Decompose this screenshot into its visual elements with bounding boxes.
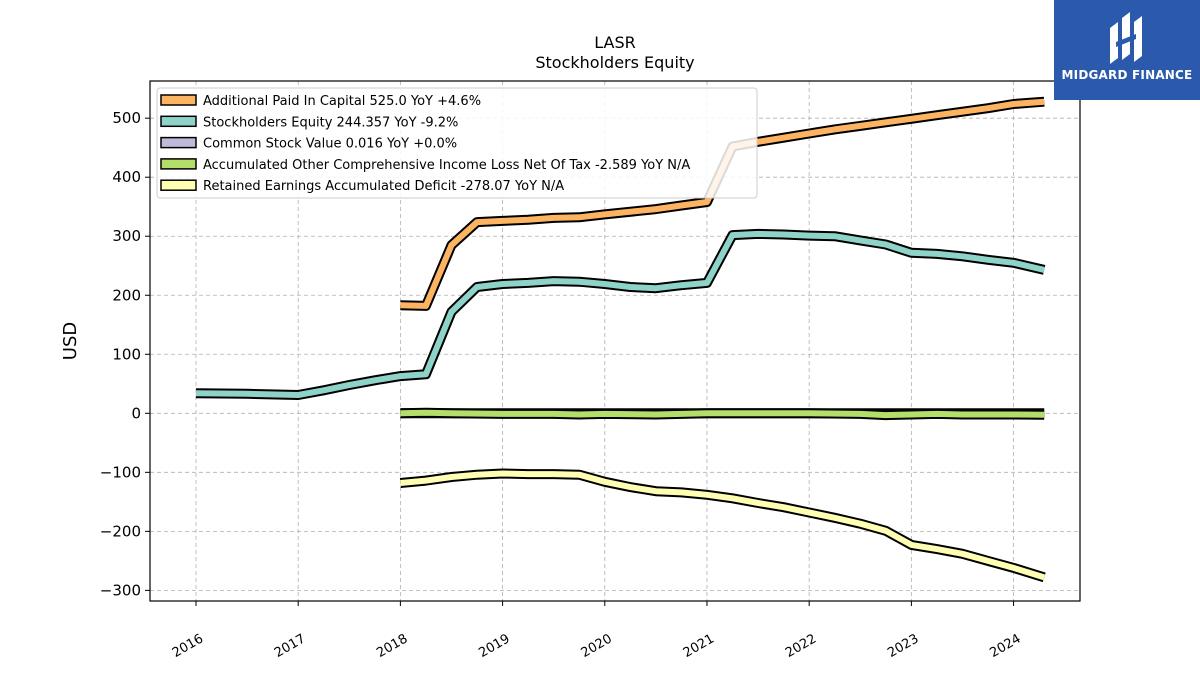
plot-frame (149, 80, 1081, 602)
series-line-outline (195, 228, 1046, 400)
legend-swatch (160, 115, 197, 128)
legend-swatch (160, 158, 197, 170)
x-tick-label: 2016 (170, 631, 206, 661)
y-tick-label: 0 (131, 404, 141, 422)
y-axis-label: USD (60, 322, 81, 360)
midgard-finance-logo: MIDGARD FINANCE (1054, 0, 1200, 100)
x-tick-label: 2023 (885, 631, 921, 661)
series-line (400, 409, 1045, 419)
legend-box (156, 87, 758, 199)
y-tick-label: 100 (112, 345, 141, 363)
legend-label: Common Stock Value 0.016 YoY +0.0% (203, 137, 457, 152)
x-tick-label: 2024 (987, 631, 1023, 661)
logo-brand-text: MIDGARD FINANCE (1061, 68, 1193, 82)
chart-title: LASR (594, 33, 636, 52)
legend-label: Retained Earnings Accumulated Deficit -2… (203, 179, 564, 194)
midgard-logo-icon (1110, 12, 1142, 64)
series-4 (400, 407, 1045, 421)
series-line (195, 230, 1045, 398)
y-tick-label: −200 (100, 522, 141, 540)
legend-swatch (160, 94, 197, 106)
x-tick-label: 2019 (476, 631, 512, 661)
x-tick-label: 2021 (681, 631, 717, 661)
x-tick-label: 2020 (579, 631, 615, 661)
y-tick-label: 400 (112, 168, 141, 186)
series-2 (195, 228, 1046, 400)
x-tick-label: 2022 (783, 631, 819, 661)
series-line-outline (399, 468, 1046, 583)
y-tick-label: −300 (100, 581, 141, 599)
y-tick-label: 300 (112, 227, 141, 245)
legend: Additional Paid In Capital 525.0 YoY +4.… (156, 87, 758, 199)
legend-swatch (160, 179, 197, 191)
series-5 (399, 468, 1046, 583)
y-tick-label: −100 (100, 463, 141, 481)
y-tick-label: 500 (112, 109, 141, 127)
series-line (400, 470, 1046, 581)
legend-swatch (160, 136, 197, 149)
chart-subtitle: Stockholders Equity (535, 53, 694, 72)
x-tick-label: 2017 (272, 631, 308, 661)
legend-label: Additional Paid In Capital 525.0 YoY +4.… (203, 94, 481, 109)
legend-label: Stockholders Equity 244.357 YoY -9.2% (203, 115, 458, 130)
x-tick-label: 2018 (374, 631, 410, 661)
y-tick-label: 200 (112, 286, 141, 304)
legend-label: Accumulated Other Comprehensive Income L… (203, 158, 690, 173)
